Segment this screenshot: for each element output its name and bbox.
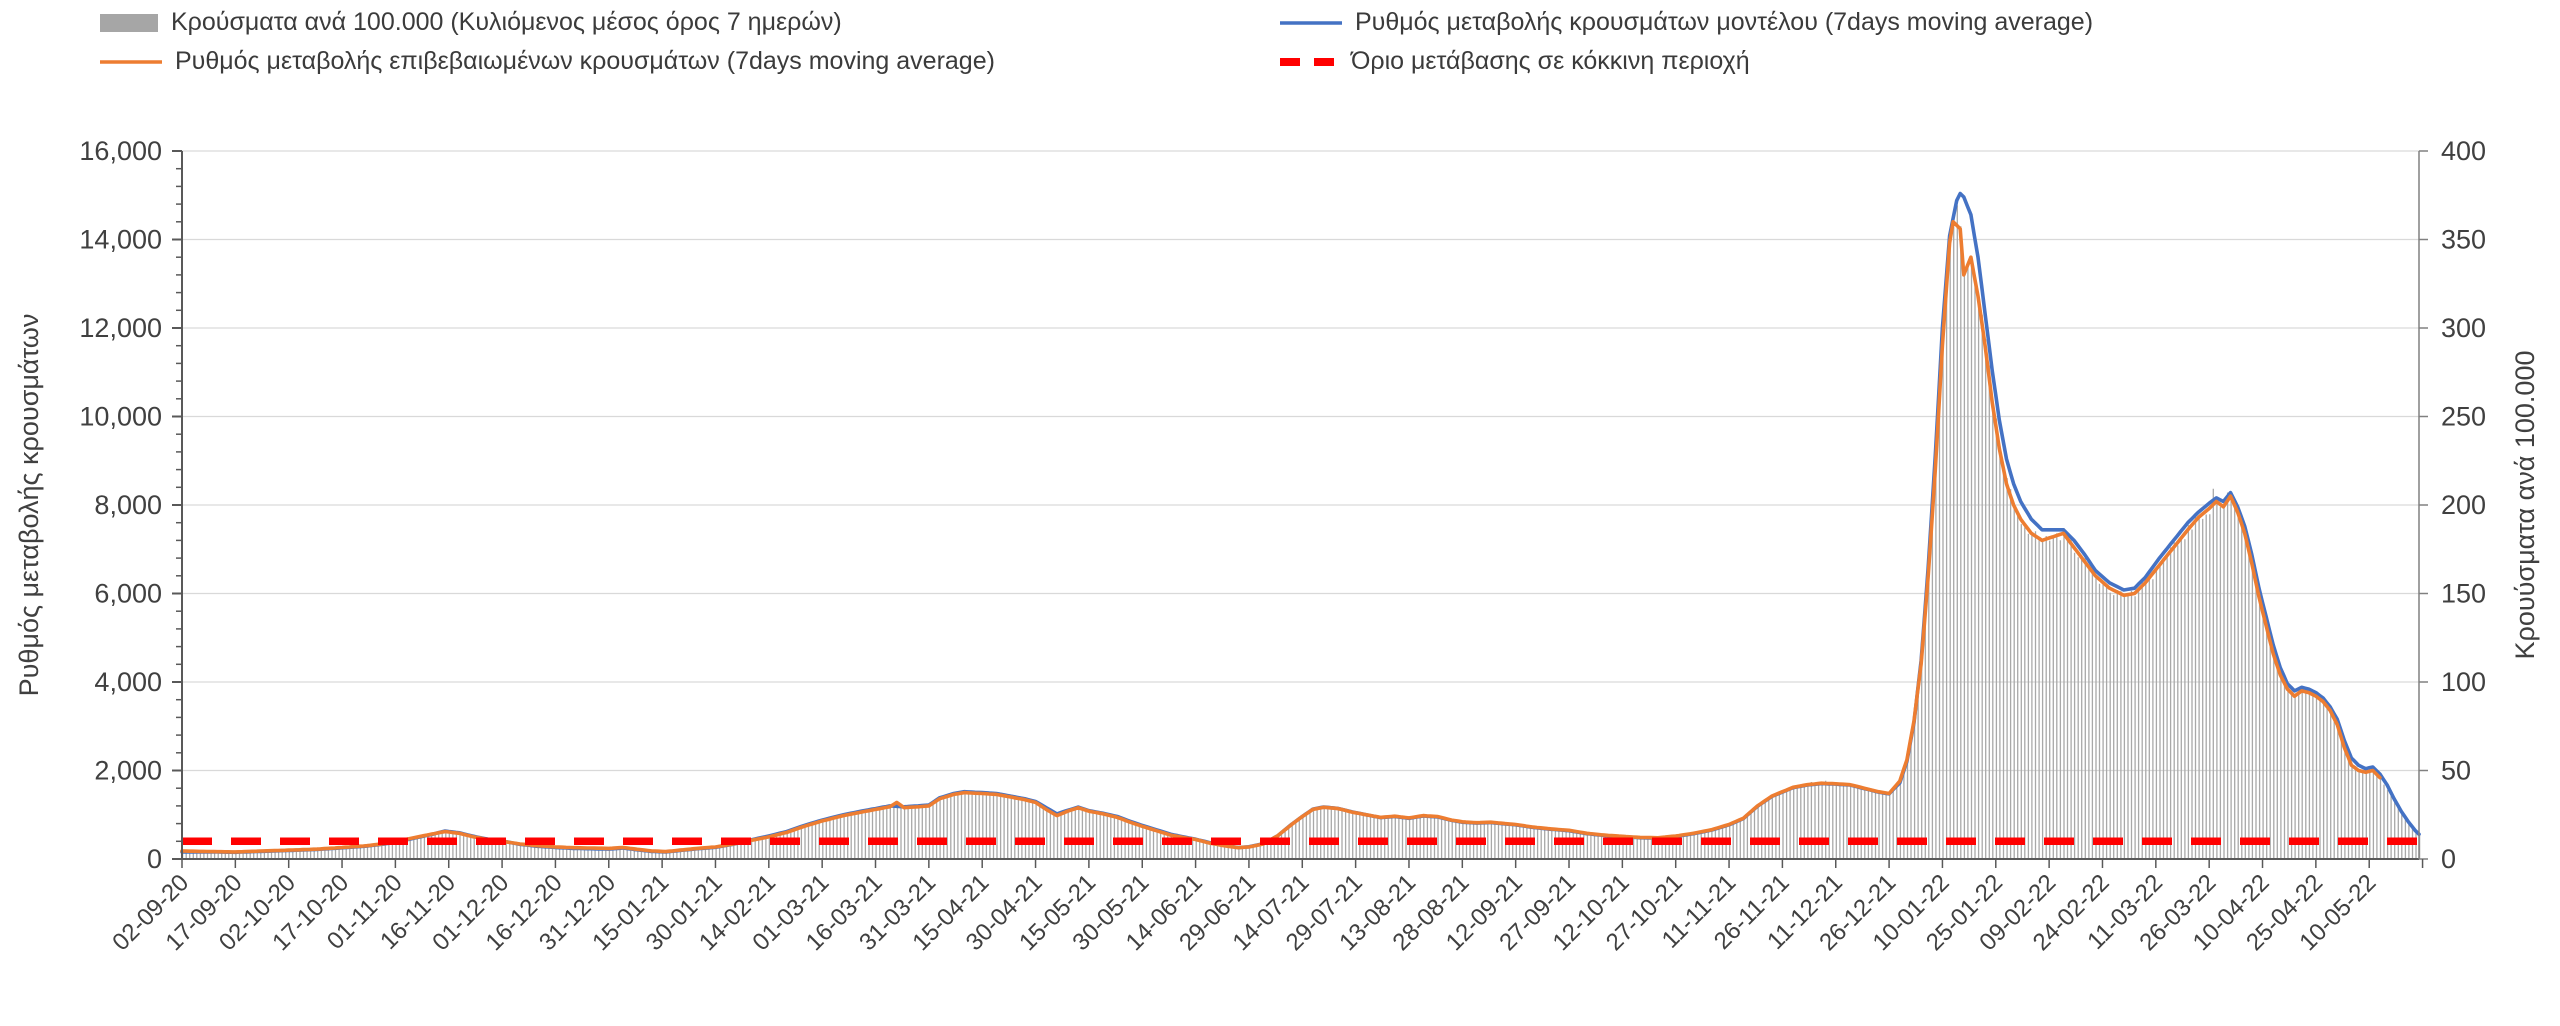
gray-bar-swatch xyxy=(100,13,158,32)
y-left-tick-label: 2,000 xyxy=(94,756,162,786)
line-confirmed-rate xyxy=(180,220,2382,854)
y-left-tick-label: 12,000 xyxy=(79,313,162,343)
y-left-tick-label: 14,000 xyxy=(79,225,162,255)
red-dash-swatch xyxy=(1280,57,1338,66)
y-right-tick-label: 150 xyxy=(2441,579,2486,609)
legend-label: Ρυθμός μεταβολής επιβεβαιωμένων κρουσμάτ… xyxy=(175,47,995,75)
y-right-tick-label: 200 xyxy=(2441,490,2486,520)
y-right-tick-label: 350 xyxy=(2441,225,2486,255)
bars-cases-per-100k xyxy=(181,205,2421,859)
y-left-tick-label: 0 xyxy=(147,844,162,874)
legend-label: Κρούσματα ανά 100.000 (Κυλιόμενος μέσος … xyxy=(171,8,842,36)
blue-line-swatch xyxy=(1280,20,1342,25)
y-left-tick-label: 16,000 xyxy=(79,136,162,166)
orange-line-swatch xyxy=(100,59,162,64)
y-right-tick-label: 100 xyxy=(2441,667,2486,697)
legend-item-red-zone-threshold: Όριο μετάβασης σε κόκκινη περιοχή xyxy=(1280,47,1750,76)
legend-item-confirmed-rate: Ρυθμός μεταβολής επιβεβαιωμένων κρουσμάτ… xyxy=(100,47,995,76)
legend-label: Ρυθμός μεταβολής κρουσμάτων μοντέλου (7d… xyxy=(1355,8,2094,36)
y-left-tick-label: 4,000 xyxy=(94,667,162,697)
left-axis-title: Ρυθμός μεταβολής κρουσμάτων xyxy=(14,314,44,697)
y-right-tick-label: 50 xyxy=(2441,756,2471,786)
line-model-rate xyxy=(180,191,2421,855)
y-left-tick-label: 8,000 xyxy=(94,490,162,520)
legend-item-cases-per-100k: Κρούσματα ανά 100.000 (Κυλιόμενος μέσος … xyxy=(100,8,842,37)
legend-item-model-rate: Ρυθμός μεταβολής κρουσμάτων μοντέλου (7d… xyxy=(1280,8,2093,37)
y-right-tick-label: 0 xyxy=(2441,844,2456,874)
y-right-tick-label: 400 xyxy=(2441,136,2486,166)
right-axis-title: Κρουύσματα ανά 100.000 xyxy=(2510,351,2540,660)
y-left-tick-label: 10,000 xyxy=(79,402,162,432)
y-left-tick-label: 6,000 xyxy=(94,579,162,609)
legend-label: Όριο μετάβασης σε κόκκινη περιοχή xyxy=(1351,47,1750,75)
y-right-tick-label: 250 xyxy=(2441,402,2486,432)
y-right-tick-label: 300 xyxy=(2441,313,2486,343)
